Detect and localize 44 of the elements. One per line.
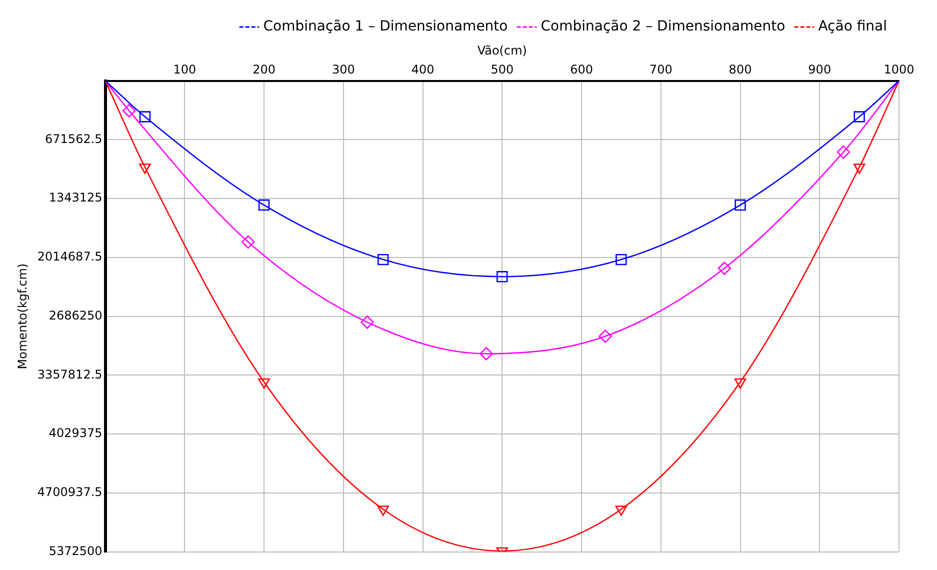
point: [258, 199, 270, 211]
point: [242, 235, 255, 249]
x-tick-label: 800: [728, 62, 752, 77]
point: [615, 506, 628, 516]
point: [616, 254, 627, 266]
x-tick-label: 200: [252, 62, 276, 77]
y-tick-label: 2014687.5: [37, 250, 102, 264]
y-tick-label: 1343125: [48, 190, 102, 205]
y-tick-label: 2686250: [48, 308, 102, 322]
x-tick-label: 500: [490, 62, 514, 77]
y-axis-title: Momento(kgf.cm): [15, 263, 30, 370]
y-tick-label: 4700937.5: [37, 485, 102, 500]
line-series: [105, 80, 899, 552]
point: [854, 111, 865, 122]
y-tick-label: 5372500: [48, 544, 102, 558]
legend-label: Ação final: [818, 18, 888, 35]
point: [360, 316, 374, 329]
point: [139, 164, 151, 174]
point: [836, 145, 850, 159]
point: [122, 104, 136, 118]
x-tick-label: 700: [649, 62, 672, 77]
legend-label: Combinação 2 – Dimensionamento: [540, 18, 786, 35]
x-axis-title: Vão(cm): [477, 43, 527, 58]
point: [496, 271, 508, 282]
point: [480, 347, 493, 360]
x-tick-label: 1000: [884, 62, 914, 77]
point: [258, 378, 270, 389]
y-tick-label: 4029375: [48, 426, 102, 440]
point: [734, 378, 746, 389]
point: [598, 330, 612, 343]
x-tick-label: 600: [570, 62, 593, 77]
point: [718, 262, 732, 275]
x-tick-label: 900: [808, 62, 832, 77]
x-tick-label: 100: [173, 62, 196, 77]
point: [139, 111, 151, 122]
legend-label: Combinação 1 – Dimensionamento: [263, 18, 508, 35]
point: [377, 506, 389, 516]
y-tick-label: 3357812.5: [37, 367, 102, 382]
x-tick-label: 300: [332, 62, 355, 77]
x-tick-label: 400: [411, 62, 434, 77]
point: [734, 199, 746, 211]
y-tick-label: 671562.5: [45, 132, 102, 146]
point: [377, 254, 389, 266]
point: [853, 164, 866, 174]
